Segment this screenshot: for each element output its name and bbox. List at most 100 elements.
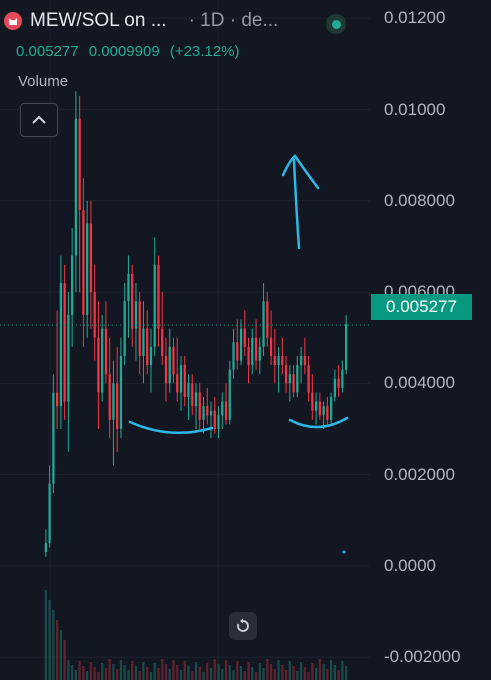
candle-body <box>296 365 299 393</box>
candle-body <box>247 346 250 366</box>
candle-body <box>254 337 258 361</box>
candle-body <box>284 365 288 384</box>
volume-bar <box>112 664 115 680</box>
candle-body <box>56 392 59 407</box>
candle-body <box>224 401 228 420</box>
price-change: 0.0009909 <box>88 43 160 60</box>
annotation-curve-right <box>288 416 349 429</box>
candle-body <box>187 383 190 398</box>
volume-bar <box>146 667 149 680</box>
candle-body <box>93 292 96 338</box>
candle-body <box>299 355 303 366</box>
volume-bar <box>74 670 78 680</box>
volume-bar <box>326 669 329 680</box>
candle-body <box>318 401 321 416</box>
candle-body <box>164 355 168 384</box>
volume-bar <box>288 661 291 680</box>
timeframe-label[interactable]: · 1D · de... <box>188 10 279 31</box>
volume-bar <box>179 670 183 680</box>
y-tick-label: -0.002000 <box>384 647 461 667</box>
volume-bar <box>213 659 216 680</box>
volume-bar <box>119 660 123 680</box>
volume-bar <box>82 666 85 680</box>
volume-bar <box>78 661 81 680</box>
volume-bar <box>149 672 153 680</box>
volume-bar <box>228 665 231 680</box>
y-tick-label: 0.004000 <box>384 373 455 393</box>
volume-bar <box>153 663 156 680</box>
candle-body <box>127 273 130 302</box>
candle-body <box>161 328 164 356</box>
reset-chart-button[interactable] <box>229 612 257 640</box>
collapse-indicators-button[interactable] <box>20 103 58 137</box>
candle-body <box>337 378 340 388</box>
volume-bar <box>232 670 235 680</box>
candle-body <box>232 342 235 370</box>
candle-body <box>48 483 51 544</box>
candle-body <box>243 328 246 347</box>
volume-bar <box>168 669 171 680</box>
candle-body <box>307 365 310 393</box>
y-tick-label: 0.01200 <box>384 8 446 28</box>
volume-bar <box>344 666 348 680</box>
volume-bar <box>134 666 138 680</box>
volume-bar <box>89 662 93 680</box>
candle-body <box>314 401 318 411</box>
chart-header: MEW/SOL on ... · 1D · de... <box>4 6 364 36</box>
candle-body <box>266 301 269 338</box>
reset-rotate-icon <box>237 618 249 632</box>
candle-body <box>63 282 66 402</box>
chart-grid <box>0 0 370 680</box>
candle-body <box>104 328 108 375</box>
candle-body <box>221 401 224 416</box>
candle-body <box>134 301 138 329</box>
candle-body <box>258 346 261 361</box>
volume-bar <box>116 669 119 680</box>
candle-body <box>341 369 344 388</box>
price-change-pct: (+23.12%) <box>169 43 240 60</box>
symbol-title[interactable]: MEW/SOL on ... <box>30 10 167 31</box>
candle-body <box>153 264 156 347</box>
current-price: 0.005277 <box>16 43 79 60</box>
volume-bar <box>307 672 310 680</box>
volume-bar <box>273 669 276 680</box>
volume-bar <box>239 666 243 680</box>
last-price-tag: 0.005277 <box>371 294 472 320</box>
volume-bar <box>251 667 254 680</box>
volume-bar <box>262 668 265 680</box>
volume-bar <box>224 660 228 680</box>
candle-body <box>228 369 231 420</box>
volume-bar <box>333 665 336 680</box>
volume-bar <box>44 590 48 680</box>
volume-bar <box>322 664 325 680</box>
candle-body <box>101 328 104 393</box>
candle-body <box>209 410 213 416</box>
volume-bar <box>281 665 284 680</box>
candle-body <box>191 383 194 407</box>
volume-bar <box>311 663 314 680</box>
volume-bar <box>104 668 108 680</box>
candle-body <box>277 355 280 366</box>
volume-bar <box>59 630 63 680</box>
candle-body <box>52 392 55 484</box>
candle-body <box>67 314 70 402</box>
volume-bar <box>157 668 160 680</box>
candle-body <box>236 342 239 361</box>
drawing-annotations <box>128 154 349 435</box>
candle-body <box>176 374 179 393</box>
volume-bar <box>266 659 269 680</box>
volume-bar <box>56 620 59 680</box>
volume-bar <box>142 662 145 680</box>
candle-body <box>149 346 153 366</box>
volume-bar <box>329 660 333 680</box>
annotation-dot <box>342 550 346 554</box>
volume-bar <box>314 668 318 680</box>
volume-bar <box>71 665 74 680</box>
volume-bar <box>123 665 126 680</box>
chevron-up-icon <box>32 115 46 124</box>
annotation-arrow-head <box>281 154 320 190</box>
volume-bar <box>337 670 340 680</box>
volume-bar <box>254 672 258 680</box>
y-tick-label: 0.008000 <box>384 190 455 210</box>
